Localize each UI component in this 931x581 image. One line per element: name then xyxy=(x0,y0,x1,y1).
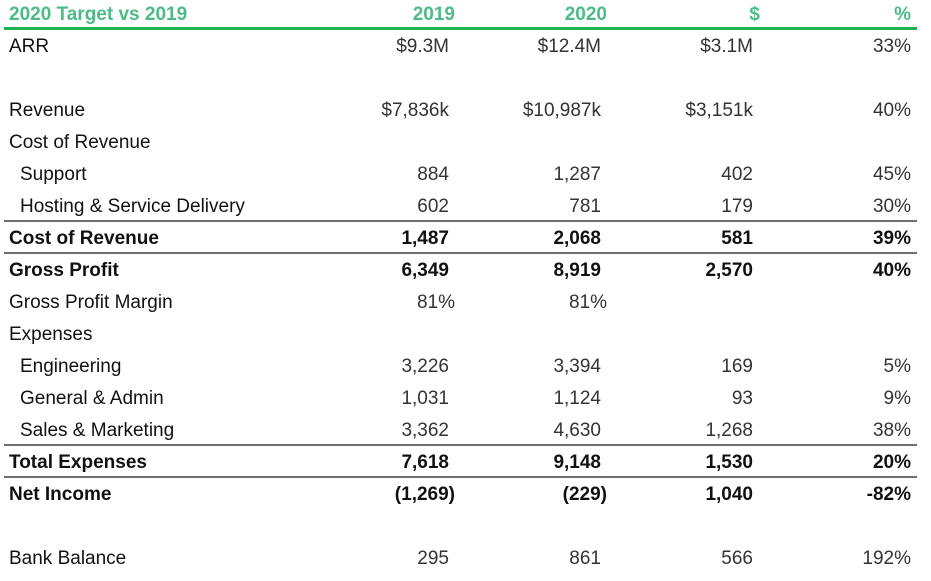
table-header: 2020 Target vs 2019 2019 2020 $ % xyxy=(0,0,931,30)
row-label: ARR xyxy=(9,36,50,57)
row-label: Support xyxy=(20,164,87,185)
value-2020: 9,148 xyxy=(553,452,601,473)
value-2019: 295 xyxy=(417,548,449,569)
value-dollar: 93 xyxy=(731,388,753,409)
table-title: 2020 Target vs 2019 xyxy=(9,4,188,25)
value-2019: (1,269) xyxy=(394,484,455,505)
table-row-revenue: Revenue $7,836k $10,987k $3,151k 40% xyxy=(0,95,931,127)
row-label: Sales & Marketing xyxy=(20,420,175,441)
column-header-dollar: $ xyxy=(749,4,760,25)
table-row-gross-profit: Gross Profit 6,349 8,919 2,570 40% xyxy=(0,255,931,287)
row-label: Cost of Revenue xyxy=(9,132,151,153)
table-row-total-expenses: Total Expenses 7,618 9,148 1,530 20% xyxy=(0,447,931,479)
table-row-net-income: Net Income (1,269) (229) 1,040 -82% xyxy=(0,479,931,511)
table-row-general-admin: General & Admin 1,031 1,124 93 9% xyxy=(0,383,931,415)
value-dollar: 1,268 xyxy=(705,420,753,441)
value-2020: (229) xyxy=(562,484,607,505)
value-2019: 602 xyxy=(417,196,449,217)
value-2020: 1,124 xyxy=(553,388,601,409)
value-2020: 2,068 xyxy=(553,228,601,249)
value-2019: 3,226 xyxy=(401,356,449,377)
table-row-support: Support 884 1,287 402 45% xyxy=(0,159,931,191)
value-percent: 40% xyxy=(872,100,911,121)
table-row-hosting: Hosting & Service Delivery 602 781 179 3… xyxy=(0,191,931,223)
column-header-2020: 2020 xyxy=(564,4,607,25)
value-2020: $12.4M xyxy=(537,36,601,57)
table-row-sales-marketing: Sales & Marketing 3,362 4,630 1,268 38% xyxy=(0,415,931,447)
value-dollar: 169 xyxy=(721,356,753,377)
value-dollar: $3.1M xyxy=(700,36,753,57)
subtotal-rule-top xyxy=(4,220,917,222)
value-2020: $10,987k xyxy=(522,100,601,121)
value-dollar: $3,151k xyxy=(685,100,753,121)
table-row-expenses-heading: Expenses xyxy=(0,319,931,351)
value-2019: 1,031 xyxy=(401,388,449,409)
value-dollar: 581 xyxy=(721,228,753,249)
row-label: Revenue xyxy=(9,100,86,121)
row-label: Cost of Revenue xyxy=(9,228,159,249)
value-2019: 3,362 xyxy=(401,420,449,441)
table-row-cost-of-revenue-heading: Cost of Revenue xyxy=(0,127,931,159)
row-label: Gross Profit Margin xyxy=(9,292,173,313)
value-percent: 30% xyxy=(872,196,911,217)
value-percent: 20% xyxy=(872,452,911,473)
value-2020: 81% xyxy=(568,292,607,313)
row-label: General & Admin xyxy=(20,388,164,409)
subtotal-rule-bottom xyxy=(4,252,917,254)
value-2019: $7,836k xyxy=(381,100,449,121)
value-2019: 6,349 xyxy=(401,260,449,281)
value-2019: 884 xyxy=(417,164,449,185)
row-label: Engineering xyxy=(20,356,122,377)
value-dollar: 1,530 xyxy=(705,452,753,473)
row-label: Gross Profit xyxy=(9,260,119,281)
row-label: Net Income xyxy=(9,484,112,505)
value-percent: 9% xyxy=(883,388,911,409)
expenses-rule-bottom xyxy=(4,476,917,478)
value-percent: 5% xyxy=(883,356,911,377)
table-row-engineering: Engineering 3,226 3,394 169 5% xyxy=(0,351,931,383)
value-2019: 81% xyxy=(416,292,455,313)
table-row-cost-of-revenue-total: Cost of Revenue 1,487 2,068 581 39% xyxy=(0,223,931,255)
value-dollar: 402 xyxy=(721,164,753,185)
value-dollar: 179 xyxy=(721,196,753,217)
value-2020: 8,919 xyxy=(553,260,601,281)
value-dollar: 1,040 xyxy=(705,484,753,505)
value-percent: 192% xyxy=(862,548,911,569)
value-dollar: 566 xyxy=(721,548,753,569)
value-2020: 3,394 xyxy=(553,356,601,377)
header-rule xyxy=(4,27,917,30)
row-label: Expenses xyxy=(9,324,93,345)
value-dollar: 2,570 xyxy=(705,260,753,281)
value-2020: 781 xyxy=(569,196,601,217)
value-percent: 33% xyxy=(872,36,911,57)
table-row-arr: ARR $9.3M $12.4M $3.1M 33% xyxy=(0,31,931,63)
value-2020: 1,287 xyxy=(553,164,601,185)
column-header-percent: % xyxy=(894,4,911,25)
row-label: Bank Balance xyxy=(9,548,127,569)
table-row-bank-balance: Bank Balance 295 861 566 192% xyxy=(0,543,931,575)
expenses-rule-top xyxy=(4,444,917,446)
value-2020: 861 xyxy=(569,548,601,569)
value-percent: 38% xyxy=(872,420,911,441)
value-2019: 1,487 xyxy=(401,228,449,249)
value-percent: 40% xyxy=(872,260,911,281)
table-row-gross-profit-margin: Gross Profit Margin 81% 81% xyxy=(0,287,931,319)
row-label: Hosting & Service Delivery xyxy=(20,196,245,217)
value-percent: -82% xyxy=(866,484,911,505)
value-percent: 39% xyxy=(872,228,911,249)
value-2020: 4,630 xyxy=(553,420,601,441)
column-header-2019: 2019 xyxy=(412,4,455,25)
value-2019: $9.3M xyxy=(396,36,449,57)
value-2019: 7,618 xyxy=(401,452,449,473)
value-percent: 45% xyxy=(872,164,911,185)
row-label: Total Expenses xyxy=(9,452,147,473)
